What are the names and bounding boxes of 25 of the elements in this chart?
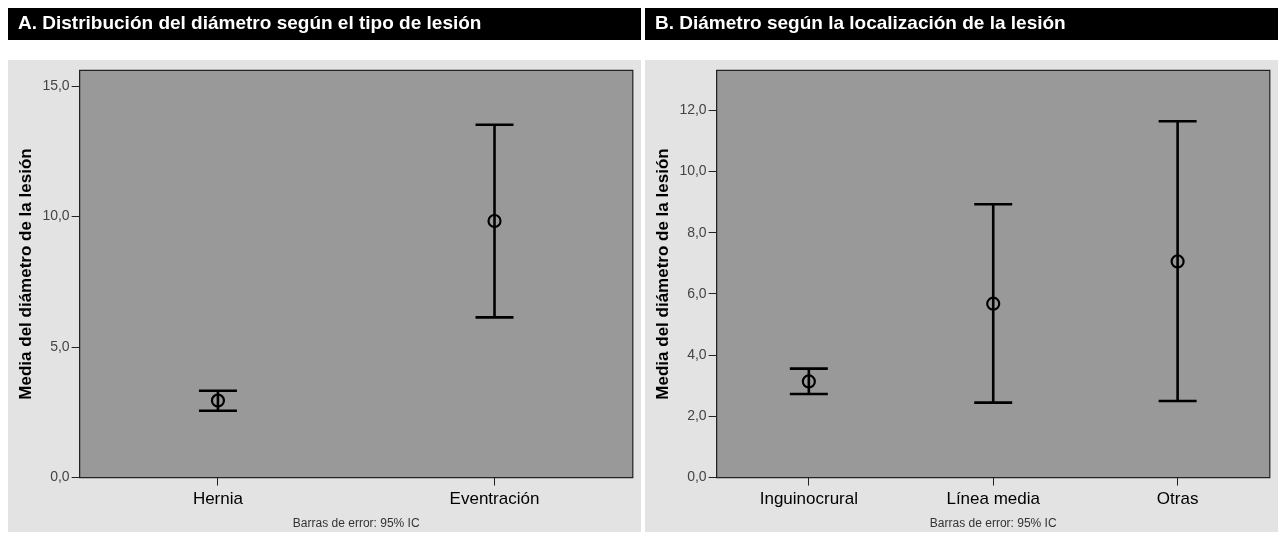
chart-title: B. Diámetro según la localización de la lesión bbox=[645, 8, 1278, 40]
y-axis-title: Media del diámetro de la lesión bbox=[15, 148, 35, 400]
y-tick-label: 2,0 bbox=[687, 407, 707, 424]
y-tick-label: 10,0 bbox=[42, 207, 70, 224]
point bbox=[986, 296, 1001, 311]
y-tick-label: 8,0 bbox=[687, 223, 707, 240]
text: Barras de error: 95% IC bbox=[929, 516, 1057, 531]
y-tick-label: 5,0 bbox=[50, 337, 70, 354]
x-tick-label: Hernia bbox=[192, 489, 244, 509]
chart-title: A. Distribución del diámetro según el tipo de lesión bbox=[8, 8, 641, 40]
point bbox=[801, 374, 816, 389]
y-tick-label: 4,0 bbox=[687, 345, 707, 362]
y-tick-label: 0,0 bbox=[50, 468, 70, 485]
x-tick-label: Inguinocrural bbox=[759, 489, 858, 509]
x-tick-label: Otras bbox=[1156, 489, 1199, 509]
point bbox=[1170, 254, 1185, 269]
y-tick-label: 12,0 bbox=[679, 101, 707, 118]
text: Barras de error: 95% IC bbox=[292, 516, 420, 531]
y-tick-label: 0,0 bbox=[687, 468, 707, 485]
x-tick-label: Eventración bbox=[449, 489, 540, 509]
y-tick-label: 6,0 bbox=[687, 284, 707, 301]
y-tick-label: 15,0 bbox=[42, 76, 70, 93]
x-tick-label: Línea media bbox=[946, 489, 1041, 509]
y-axis-title: Media del diámetro de la lesión bbox=[652, 148, 672, 400]
y-tick-label: 10,0 bbox=[679, 162, 707, 179]
